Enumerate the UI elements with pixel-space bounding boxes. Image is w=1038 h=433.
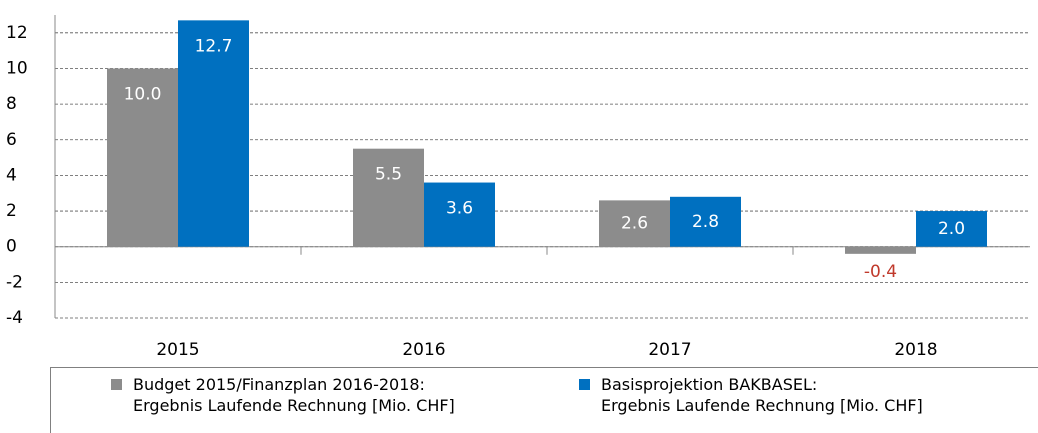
data-label: -0.4 bbox=[864, 262, 897, 282]
y-tick-label: 6 bbox=[6, 130, 17, 150]
y-tick-label: 0 bbox=[6, 237, 17, 257]
bar bbox=[845, 246, 916, 254]
x-tick-label: 2016 bbox=[402, 340, 445, 360]
data-label: 12.7 bbox=[195, 36, 233, 56]
legend-swatch bbox=[111, 379, 122, 390]
legend-entry: Budget 2015/Finanzplan 2016-2018: Ergebn… bbox=[111, 374, 455, 416]
legend-swatch bbox=[579, 379, 590, 390]
bar bbox=[916, 211, 987, 247]
x-tick-label: 2015 bbox=[156, 340, 199, 360]
y-tick-label: 12 bbox=[6, 23, 28, 43]
bar bbox=[670, 196, 741, 247]
x-tick-label: 2017 bbox=[648, 340, 691, 360]
legend-entry: Basisprojektion BAKBASEL: Ergebnis Laufe… bbox=[579, 374, 923, 416]
y-tick-label: 10 bbox=[6, 58, 28, 78]
data-label: 2.6 bbox=[621, 214, 648, 234]
bar bbox=[599, 200, 670, 247]
y-tick-label: 2 bbox=[6, 201, 17, 221]
y-tick-label: 4 bbox=[6, 165, 17, 185]
bar bbox=[178, 20, 249, 247]
y-tick-label: -2 bbox=[6, 272, 23, 292]
data-label: 3.6 bbox=[446, 199, 473, 219]
legend-label: Basisprojektion BAKBASEL: Ergebnis Laufe… bbox=[601, 375, 923, 415]
plot: -4 -2 0 2 4 6 8 10 12 2015 10.0 12.7 2016 5.5 3.6 2017 2… bbox=[6, 15, 1030, 360]
bar bbox=[107, 68, 178, 247]
y-tick-label: -4 bbox=[6, 308, 23, 328]
legend: Budget 2015/Finanzplan 2016-2018: Ergebn… bbox=[50, 367, 1038, 433]
data-label: 10.0 bbox=[124, 84, 162, 104]
y-tick-label: 8 bbox=[6, 94, 17, 114]
data-label: 2.8 bbox=[692, 212, 719, 232]
bar bbox=[353, 148, 424, 247]
data-label: 2.0 bbox=[938, 219, 965, 239]
data-label: 5.5 bbox=[375, 165, 402, 185]
x-tick-label: 2018 bbox=[894, 340, 937, 360]
bar bbox=[424, 182, 495, 247]
legend-label: Budget 2015/Finanzplan 2016-2018: Ergebn… bbox=[133, 375, 455, 415]
